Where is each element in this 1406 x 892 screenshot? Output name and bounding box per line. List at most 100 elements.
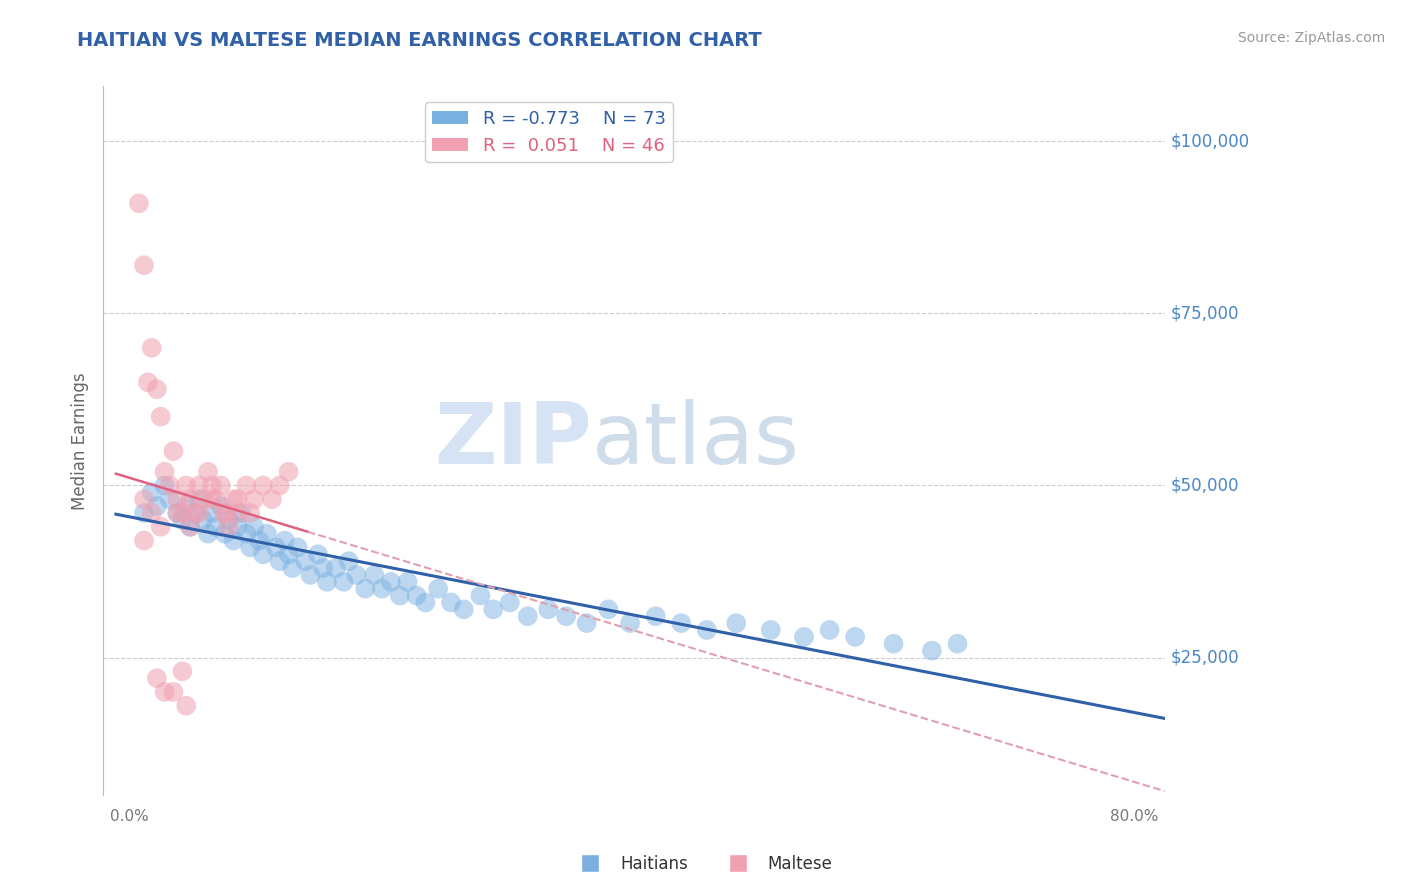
Point (269, 478, 291, 492)
Point (174, 478, 197, 492)
Point (172, 513, 194, 527)
Text: Source: ZipAtlas.com: Source: ZipAtlas.com (1237, 31, 1385, 45)
Point (371, 582, 394, 596)
Point (153, 685, 176, 699)
Point (598, 602, 620, 616)
Point (184, 506, 207, 520)
Point (344, 568, 367, 582)
Point (299, 568, 322, 582)
Point (188, 492, 211, 507)
Point (696, 623, 718, 637)
Point (247, 533, 270, 548)
Point (214, 506, 236, 520)
Point (260, 492, 283, 507)
Point (363, 568, 385, 582)
Point (312, 561, 335, 575)
Point (141, 341, 163, 355)
Text: 0.0%: 0.0% (110, 809, 148, 824)
Text: $100,000: $100,000 (1171, 132, 1250, 151)
Text: $25,000: $25,000 (1171, 648, 1240, 666)
Text: $75,000: $75,000 (1171, 304, 1240, 322)
Point (537, 602, 560, 616)
Point (946, 637, 969, 651)
Point (252, 478, 274, 492)
Point (214, 526, 236, 541)
Point (222, 533, 245, 548)
Text: 80.0%: 80.0% (1109, 809, 1159, 824)
Y-axis label: Median Earnings: Median Earnings (72, 372, 89, 509)
Point (146, 499, 169, 513)
Point (132, 533, 155, 548)
Point (844, 630, 866, 644)
Point (153, 465, 176, 479)
Point (555, 609, 578, 624)
Point (239, 506, 262, 520)
Point (141, 506, 163, 520)
Point (239, 541, 262, 555)
Legend: Haitians, Maltese: Haitians, Maltese (567, 848, 839, 880)
Point (191, 492, 214, 507)
Point (235, 526, 257, 541)
Point (482, 602, 505, 616)
Point (132, 492, 155, 507)
Point (725, 616, 748, 631)
Point (388, 589, 411, 603)
Point (287, 541, 309, 555)
Point (209, 499, 232, 513)
Point (644, 609, 666, 624)
Point (209, 478, 232, 492)
Point (405, 589, 427, 603)
Point (332, 574, 354, 589)
Point (222, 492, 245, 507)
Point (281, 561, 304, 575)
Point (883, 637, 905, 651)
Text: ZIP: ZIP (433, 400, 592, 483)
Point (214, 506, 236, 520)
Point (197, 465, 219, 479)
Point (427, 582, 450, 596)
Point (243, 492, 266, 507)
Point (162, 685, 184, 699)
Point (191, 513, 214, 527)
Point (325, 561, 347, 575)
Point (226, 520, 249, 534)
Point (274, 533, 297, 548)
Point (188, 478, 211, 492)
Point (277, 465, 299, 479)
Point (619, 616, 641, 631)
Point (252, 547, 274, 561)
Point (470, 589, 492, 603)
Text: $50,000: $50,000 (1171, 476, 1240, 494)
Point (354, 582, 377, 596)
Point (166, 506, 188, 520)
Point (499, 595, 522, 609)
Point (307, 547, 329, 561)
Point (575, 616, 598, 631)
Point (166, 492, 188, 507)
Point (174, 698, 197, 713)
Point (201, 506, 224, 520)
Point (759, 623, 782, 637)
Point (453, 602, 475, 616)
Point (159, 478, 181, 492)
Point (162, 444, 184, 458)
Point (277, 547, 299, 561)
Point (204, 492, 226, 507)
Point (217, 520, 239, 534)
Point (316, 574, 339, 589)
Point (226, 492, 249, 507)
Point (269, 554, 291, 568)
Point (818, 623, 841, 637)
Point (440, 595, 463, 609)
Point (179, 520, 201, 534)
Point (132, 506, 155, 520)
Point (516, 609, 538, 624)
Point (231, 506, 253, 520)
Point (793, 630, 815, 644)
Point (380, 574, 402, 589)
Point (153, 478, 176, 492)
Point (197, 526, 219, 541)
Point (184, 506, 207, 520)
Point (201, 478, 224, 492)
Point (264, 541, 287, 555)
